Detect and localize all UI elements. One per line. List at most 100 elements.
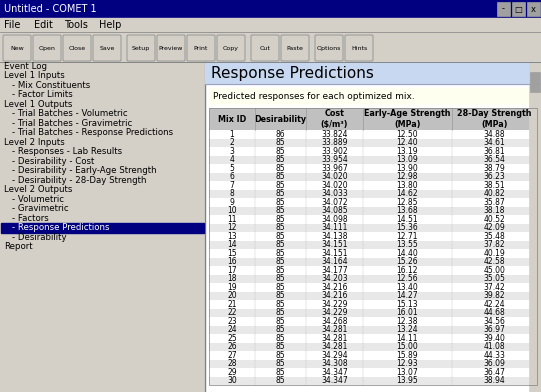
Text: 34.085: 34.085 — [321, 206, 348, 215]
FancyBboxPatch shape — [217, 35, 245, 61]
Text: 85: 85 — [275, 215, 285, 224]
Text: 38.79: 38.79 — [484, 164, 505, 173]
FancyBboxPatch shape — [315, 35, 343, 61]
Text: 40.82: 40.82 — [484, 189, 505, 198]
Text: Options: Options — [317, 45, 341, 51]
Bar — [209, 223, 537, 232]
Text: 40.19: 40.19 — [484, 249, 505, 258]
FancyBboxPatch shape — [281, 35, 309, 61]
Text: 85: 85 — [275, 223, 285, 232]
Text: 37.42: 37.42 — [484, 283, 505, 292]
Text: Copy: Copy — [223, 45, 239, 51]
Text: 16.01: 16.01 — [397, 308, 418, 317]
Bar — [527, 2, 540, 16]
Bar — [209, 207, 537, 215]
Text: 34.072: 34.072 — [321, 198, 348, 207]
Text: 85: 85 — [275, 317, 285, 326]
Text: 10: 10 — [227, 206, 237, 215]
Text: 21: 21 — [227, 300, 237, 309]
Text: 29: 29 — [227, 368, 237, 377]
Text: 40.52: 40.52 — [484, 215, 505, 224]
Text: Edit: Edit — [34, 20, 53, 30]
Bar — [0, 62, 205, 392]
Text: - Trial Batches - Volumetric: - Trial Batches - Volumetric — [12, 109, 128, 118]
Text: 42.58: 42.58 — [484, 257, 505, 266]
Bar — [0, 0, 541, 18]
Bar — [209, 325, 537, 334]
Text: 39.40: 39.40 — [484, 334, 505, 343]
Bar — [0, 32, 541, 62]
Text: 13.40: 13.40 — [397, 283, 418, 292]
FancyBboxPatch shape — [187, 35, 215, 61]
Text: 34.151: 34.151 — [321, 249, 348, 258]
Text: Mix ID: Mix ID — [218, 114, 246, 123]
Text: -: - — [502, 4, 505, 13]
Text: Level 2 Inputs: Level 2 Inputs — [4, 138, 65, 147]
Text: 8: 8 — [229, 189, 234, 198]
Text: 13.09: 13.09 — [397, 155, 418, 164]
Text: Paste: Paste — [287, 45, 304, 51]
Text: 34.216: 34.216 — [321, 291, 348, 300]
Text: 15: 15 — [227, 249, 237, 258]
Text: 34.138: 34.138 — [321, 232, 348, 241]
Text: 12.40: 12.40 — [397, 138, 418, 147]
Text: 34.61: 34.61 — [484, 138, 505, 147]
Text: 34.033: 34.033 — [321, 189, 348, 198]
Text: Hints: Hints — [351, 45, 367, 51]
Text: 34.164: 34.164 — [321, 257, 348, 266]
Text: 42.09: 42.09 — [484, 223, 505, 232]
Text: 34.111: 34.111 — [321, 223, 348, 232]
Text: 33.902: 33.902 — [321, 147, 348, 156]
Text: 15.36: 15.36 — [397, 223, 418, 232]
FancyBboxPatch shape — [63, 35, 91, 61]
Text: - Trial Batches - Gravimetric: - Trial Batches - Gravimetric — [12, 118, 132, 127]
Text: 34.268: 34.268 — [321, 317, 348, 326]
Text: Close: Close — [69, 45, 85, 51]
Text: 36.97: 36.97 — [484, 325, 505, 334]
Text: 44.68: 44.68 — [484, 308, 505, 317]
Text: 85: 85 — [275, 138, 285, 147]
Text: 34.229: 34.229 — [321, 308, 348, 317]
Text: 34.308: 34.308 — [321, 359, 348, 368]
Text: 33.889: 33.889 — [321, 138, 348, 147]
Text: Report: Report — [4, 242, 32, 251]
Bar — [209, 156, 537, 164]
Text: 12.93: 12.93 — [397, 359, 418, 368]
Text: 1: 1 — [229, 130, 234, 139]
Bar — [0, 18, 541, 32]
Text: 37.82: 37.82 — [484, 240, 505, 249]
Text: 20: 20 — [227, 291, 237, 300]
Text: 36.47: 36.47 — [484, 368, 505, 377]
Text: 34.216: 34.216 — [321, 283, 348, 292]
Text: Level 1 Inputs: Level 1 Inputs — [4, 71, 65, 80]
Text: Preview: Preview — [159, 45, 183, 51]
Text: 18: 18 — [227, 274, 237, 283]
Bar — [209, 172, 537, 181]
Text: 34.229: 34.229 — [321, 300, 348, 309]
Text: 45.00: 45.00 — [484, 266, 505, 275]
Bar — [209, 300, 537, 309]
Text: 12.98: 12.98 — [397, 172, 418, 181]
Text: 34.347: 34.347 — [321, 368, 348, 377]
Bar — [209, 249, 537, 258]
FancyBboxPatch shape — [93, 35, 121, 61]
Text: 12.38: 12.38 — [397, 317, 418, 326]
Text: 17: 17 — [227, 266, 237, 275]
Text: 13.19: 13.19 — [397, 147, 418, 156]
Bar — [209, 266, 537, 274]
Text: 34.294: 34.294 — [321, 351, 348, 360]
Bar — [209, 147, 537, 156]
Bar — [205, 62, 541, 392]
Text: 4: 4 — [229, 155, 234, 164]
Text: 85: 85 — [275, 283, 285, 292]
Bar — [512, 2, 525, 16]
Text: 34.281: 34.281 — [321, 325, 348, 334]
Text: x: x — [531, 4, 536, 13]
Text: 28: 28 — [227, 359, 237, 368]
Text: 85: 85 — [275, 206, 285, 215]
Bar — [209, 258, 537, 266]
Bar — [209, 376, 537, 385]
Text: Setup: Setup — [132, 45, 150, 51]
Text: 30: 30 — [227, 376, 237, 385]
Text: - Response Predictions: - Response Predictions — [12, 223, 109, 232]
